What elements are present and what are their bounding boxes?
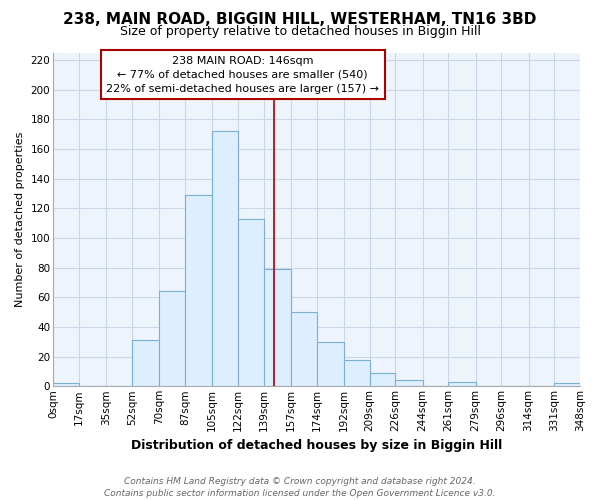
Bar [554,384,580,386]
Bar [212,131,238,386]
Bar [159,292,185,386]
Bar [53,384,79,386]
Text: Contains HM Land Registry data © Crown copyright and database right 2024.
Contai: Contains HM Land Registry data © Crown c… [104,476,496,498]
Text: 238 MAIN ROAD: 146sqm
← 77% of detached houses are smaller (540)
22% of semi-det: 238 MAIN ROAD: 146sqm ← 77% of detached … [106,56,379,94]
Bar [317,342,344,386]
Bar [448,382,476,386]
Bar [263,269,291,386]
Bar [344,360,370,386]
Bar [395,380,422,386]
X-axis label: Distribution of detached houses by size in Biggin Hill: Distribution of detached houses by size … [131,440,502,452]
Text: 238, MAIN ROAD, BIGGIN HILL, WESTERHAM, TN16 3BD: 238, MAIN ROAD, BIGGIN HILL, WESTERHAM, … [64,12,536,28]
Bar [185,195,212,386]
Bar [238,218,263,386]
Bar [291,312,317,386]
Y-axis label: Number of detached properties: Number of detached properties [15,132,25,307]
Bar [370,373,395,386]
Text: Size of property relative to detached houses in Biggin Hill: Size of property relative to detached ho… [119,25,481,38]
Bar [132,340,159,386]
